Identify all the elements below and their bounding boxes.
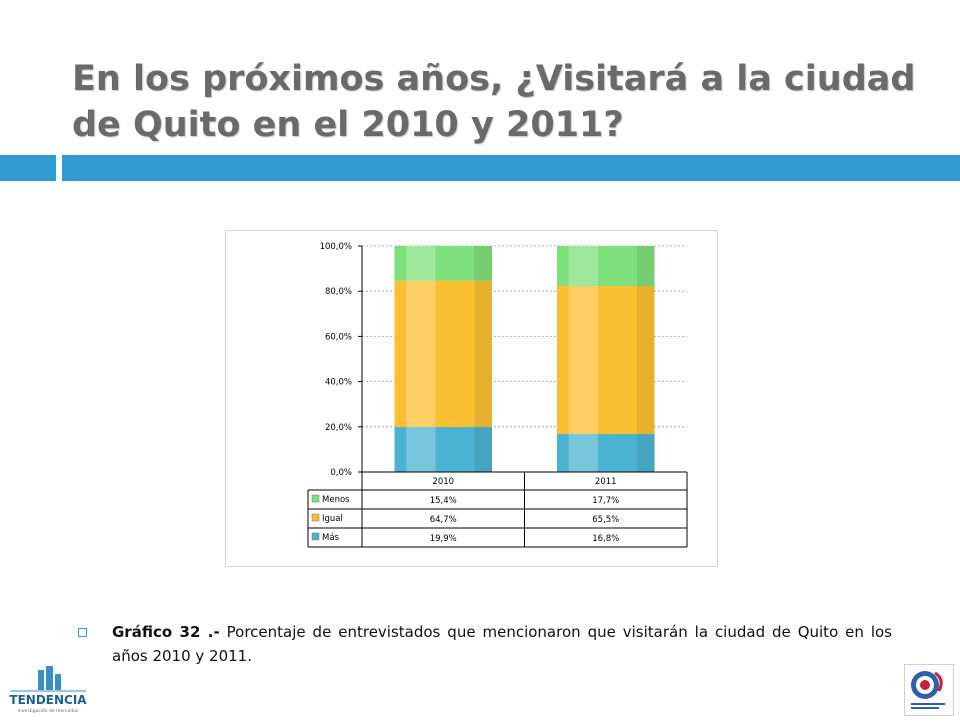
title-accent-bar-left [0, 155, 56, 181]
data-label: 65,5% [592, 515, 619, 525]
bar-shade [636, 246, 655, 287]
data-label: 64,7% [430, 515, 457, 525]
bar-segment-igual [557, 286, 655, 435]
slide-title: En los próximos años, ¿Visitará a la ciu… [72, 59, 916, 145]
bar-shade [636, 286, 655, 435]
bar-shade [474, 427, 492, 472]
y-tick-label: 40,0% [325, 378, 352, 388]
logo-left-subtext: investigación de mercados [18, 707, 79, 714]
stacked-bar-chart: 0,0% 20,0% 40,0% 60,0% 80,0% 100,0% 2010 2011 Me… [307, 242, 688, 548]
bar-highlight [568, 246, 598, 287]
bar-highlight [406, 246, 436, 281]
bar-segment-más [394, 427, 492, 472]
chart-caption: Gráfico 32 .- Porcentaje de entrevistado… [112, 620, 892, 668]
legend-label-menos: Menos [322, 495, 350, 505]
title-accent-bar-right [62, 155, 960, 181]
data-label: 16,8% [592, 534, 619, 544]
bar-highlight [406, 427, 436, 472]
category-label: 2011 [595, 477, 617, 487]
y-tick-label: 0,0% [330, 468, 352, 478]
caption-text: Porcentaje de entrevistados que menciona… [112, 623, 892, 665]
y-tick-label: 60,0% [325, 332, 352, 342]
legend-swatch-más [311, 532, 320, 541]
bar-shade [474, 280, 492, 428]
bar-shade [636, 434, 655, 472]
quito-turismo-logo [904, 664, 954, 716]
category-label: 2010 [432, 477, 454, 487]
bullet-icon [78, 628, 87, 637]
caption-label: Gráfico 32 .- [112, 623, 220, 641]
bar-highlight [406, 280, 436, 428]
bar-highlight [568, 434, 598, 472]
legend-swatch-menos [311, 494, 320, 503]
logo-left-text: TENDENCIA [9, 693, 87, 707]
bar-segment-más [557, 434, 655, 472]
bar-segment-igual [394, 280, 492, 428]
legend-label-más: Más [322, 533, 340, 543]
y-tick-label: 80,0% [325, 287, 352, 297]
data-label: 15,4% [430, 496, 457, 506]
bar-segment-menos [557, 246, 655, 287]
bar-highlight [568, 286, 598, 435]
data-label: 19,9% [430, 534, 457, 544]
legend-swatch-igual [311, 513, 320, 522]
y-tick-label: 100,0% [320, 242, 352, 252]
y-tick-label: 20,0% [325, 423, 352, 433]
bar-segment-menos [394, 246, 492, 281]
data-label: 17,7% [592, 496, 619, 506]
bar-shade [474, 246, 492, 281]
tendencia-logo: TENDENCIA investigación de mercados [6, 664, 90, 718]
legend-label-igual: Igual [322, 514, 343, 524]
chart-container: 0,0% 20,0% 40,0% 60,0% 80,0% 100,0% 2010 2011 Me… [225, 230, 718, 567]
